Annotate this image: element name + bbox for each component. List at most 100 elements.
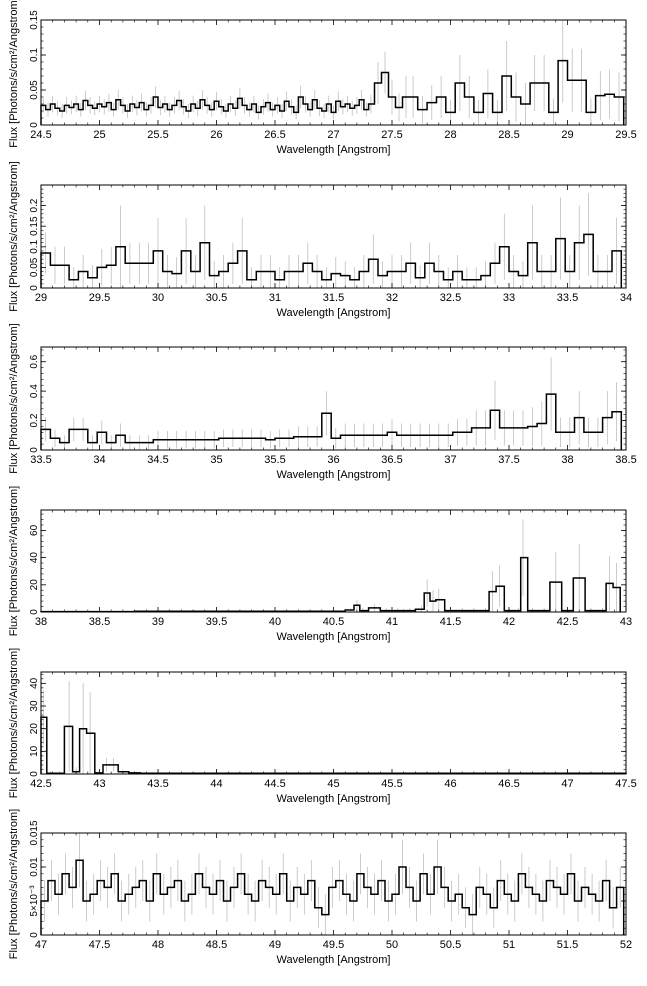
y-tick-label: 0.05 [29,257,40,277]
y-tick-label: 60 [29,524,40,536]
x-tick-label: 31 [269,292,281,304]
y-tick-label: 0.05 [29,80,40,100]
y-tick-label: 0.2 [29,413,40,427]
x-tick-label: 35.5 [264,454,285,466]
x-tick-label: 52 [620,939,632,951]
x-tick-label: 27 [327,129,339,141]
x-tick-label: 40.5 [323,616,344,628]
x-tick-label: 44.5 [264,778,285,790]
x-tick-label: 46.5 [498,778,519,790]
chart-panel-3: 33.5 34 34.5 35 35.5 36 36.5 37 37.5 38 38.5 0 0.2 0.… [8,323,637,481]
x-tick-label: 25.5 [147,129,168,141]
x-axis-label: Wavelength [Angstrom] [277,631,391,643]
x-tick-label: 39.5 [206,616,227,628]
x-tick-label: 32 [386,292,398,304]
x-tick-label: 28 [444,129,456,141]
y-tick-label: 0.1 [29,239,40,253]
plot-frame [40,184,627,289]
y-axis-label: Flux [Photons/s/cm²/Angstrom] [8,809,20,959]
plot-frame [40,671,627,775]
data-series-line [40,233,623,288]
y-axis-label: Flux [Photons/s/cm²/Angstrom] [8,648,20,798]
y-tick-label: 0.1 [29,48,40,62]
x-tick-label: 41.5 [440,616,461,628]
x-tick-label: 27.5 [381,129,402,141]
x-tick-label: 33.5 [30,454,51,466]
x-axis-label: Wavelength [Angstrom] [277,954,391,966]
x-tick-label: 33.5 [557,292,578,304]
x-tick-label: 38.5 [89,616,110,628]
x-tick-label: 49.5 [323,939,344,951]
x-tick-label: 33 [503,292,515,304]
y-tick-label: 20 [29,723,40,735]
x-tick-label: 48.5 [206,939,227,951]
chart-panel-5: 42.5 43 43.5 44 44.5 45 45.5 46 46.5 47 47.5 0 10 20 3… [8,648,637,805]
x-tick-label: 37.5 [498,454,519,466]
x-tick-label: 29.5 [89,292,110,304]
y-tick-label: 0 [29,932,40,938]
x-tick-label: 47.5 [615,778,636,790]
x-tick-label: 31.5 [323,292,344,304]
x-tick-label: 28.5 [498,129,519,141]
y-axis-label: Flux [Photons/s/cm²/Angstrom] [8,486,20,636]
y-axis-label: Flux [Photons/s/cm²/Angstrom] [8,323,20,473]
y-tick-label: 0 [29,609,40,615]
x-axis-label: Wavelength [Angstrom] [277,793,391,805]
x-axis-label: Wavelength [Angstrom] [277,144,391,156]
x-axis-label: Wavelength [Angstrom] [277,307,391,319]
data-series-line [40,859,625,935]
y-axis-label: Flux [Photons/s/cm²/Angstrom] [8,161,20,311]
y-tick-label: 5×10⁻³ [29,885,40,917]
x-tick-label: 36.5 [381,454,402,466]
x-tick-label: 25 [93,129,105,141]
x-tick-label: 34 [620,292,632,304]
data-series-line [40,393,623,450]
x-tick-label: 42.5 [30,778,51,790]
x-tick-label: 51.5 [557,939,578,951]
x-tick-label: 44 [210,778,222,790]
x-tick-label: 49 [269,939,281,951]
x-tick-label: 42.5 [557,616,578,628]
chart-panel-1: 24.5 25 25.5 26 26.5 27 27.5 28 28.5 29 29.5 0 0.05 0… [8,0,637,156]
y-tick-label: 10 [29,745,40,757]
x-tick-label: 26 [210,129,222,141]
x-tick-label: 38 [561,454,573,466]
chart-panel-6: 47 47.5 48 48.5 49 49.5 50 50.5 51 51.5 52 0 5×10⁻³ 0… [8,809,632,966]
x-tick-label: 40 [269,616,281,628]
x-tick-label: 47 [35,939,47,951]
y-tick-label: 40 [29,552,40,564]
x-tick-label: 43.5 [147,778,168,790]
x-tick-label: 26.5 [264,129,285,141]
plot-frame [40,509,627,613]
x-tick-label: 29.5 [615,129,636,141]
x-tick-label: 30.5 [206,292,227,304]
y-tick-label: 0.015 [29,820,40,845]
x-tick-label: 35 [210,454,222,466]
x-axis-label: Wavelength [Angstrom] [277,469,391,481]
y-tick-label: 0.15 [29,216,40,236]
plot-frame [40,346,627,451]
x-tick-label: 34.5 [147,454,168,466]
x-tick-label: 48 [152,939,164,951]
y-tick-label: 20 [29,579,40,591]
data-series-line [40,556,621,613]
x-tick-label: 38.5 [615,454,636,466]
x-tick-label: 30 [152,292,164,304]
data-series-line [40,59,625,125]
y-axis-label: Flux [Photons/s/cm²/Angstrom] [8,0,20,148]
x-tick-label: 45.5 [381,778,402,790]
y-tick-label: 0 [29,771,40,777]
x-tick-label: 24.5 [30,129,51,141]
x-tick-label: 32.5 [440,292,461,304]
x-tick-label: 36 [327,454,339,466]
y-tick-label: 0 [29,122,40,128]
x-tick-label: 34 [93,454,105,466]
x-tick-label: 47.5 [89,939,110,951]
chart-panel-4: 38 38.5 39 39.5 40 40.5 41 41.5 42 42.5 43 0 20 40 60 W… [8,486,632,643]
y-tick-label: 0.2 [29,198,40,212]
x-tick-label: 45 [327,778,339,790]
y-tick-label: 0.01 [29,857,40,877]
x-tick-label: 46 [444,778,456,790]
x-tick-label: 50.5 [440,939,461,951]
